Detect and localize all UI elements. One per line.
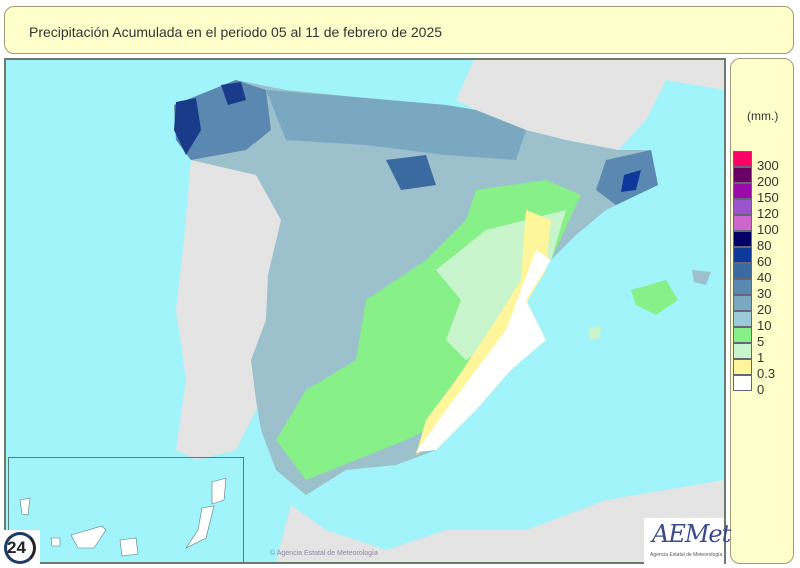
legend-panel: (mm.) 300 200 150 120 100 80 60 40 30 20… [730, 58, 794, 564]
legend-swatch [733, 231, 752, 247]
legend-label: 40 [757, 270, 772, 285]
logo-subtitle: Agencia Estatal de Meteorología [650, 552, 723, 558]
legend-swatch [733, 311, 752, 327]
logo-text: AEMet [652, 520, 731, 548]
legend-swatch [733, 151, 752, 167]
legend-label: 5 [757, 334, 765, 349]
title-panel: Precipitación Acumulada en el periodo 05… [4, 6, 794, 54]
legend-swatch [733, 343, 752, 359]
legend-swatch [733, 279, 752, 295]
legend-swatch [733, 215, 752, 231]
legend-label: 200 [757, 174, 779, 189]
copyright-text: © Agencia Estatal de Meteorología [270, 550, 378, 557]
legend-swatch [733, 199, 752, 215]
legend-label: 1 [757, 350, 765, 365]
legend-label: 300 [757, 158, 779, 173]
legend-label: 100 [757, 222, 779, 237]
site-badge: 24 [0, 530, 40, 568]
legend-swatch [733, 263, 752, 279]
legend-swatch [733, 247, 752, 263]
legend-unit: (mm.) [747, 109, 779, 123]
legend-label: 0.3 [757, 366, 776, 381]
legend-label: 30 [757, 286, 772, 301]
legend-swatch [733, 359, 752, 375]
badge-circle-icon [4, 532, 36, 564]
map-title: Precipitación Acumulada en el periodo 05… [29, 24, 443, 40]
legend-swatch [733, 327, 752, 343]
map-graphic [19, 60, 724, 562]
canary-islands-inset [8, 457, 244, 562]
legend-swatch [733, 167, 752, 183]
legend-label: 80 [757, 238, 772, 253]
legend-label: 20 [757, 302, 772, 317]
precipitation-map [4, 58, 726, 564]
legend-swatch [733, 295, 752, 311]
legend-label: 150 [757, 190, 779, 205]
legend-label: 0 [757, 382, 765, 397]
legend-swatch [733, 375, 752, 391]
legend-label: 10 [757, 318, 772, 333]
legend-label: 60 [757, 254, 772, 269]
legend-label: 120 [757, 206, 779, 221]
badge-text: 24 [7, 538, 26, 557]
legend-swatch [733, 183, 752, 199]
aemet-logo: AEMet Agencia Estatal de Meteorología [644, 518, 731, 564]
